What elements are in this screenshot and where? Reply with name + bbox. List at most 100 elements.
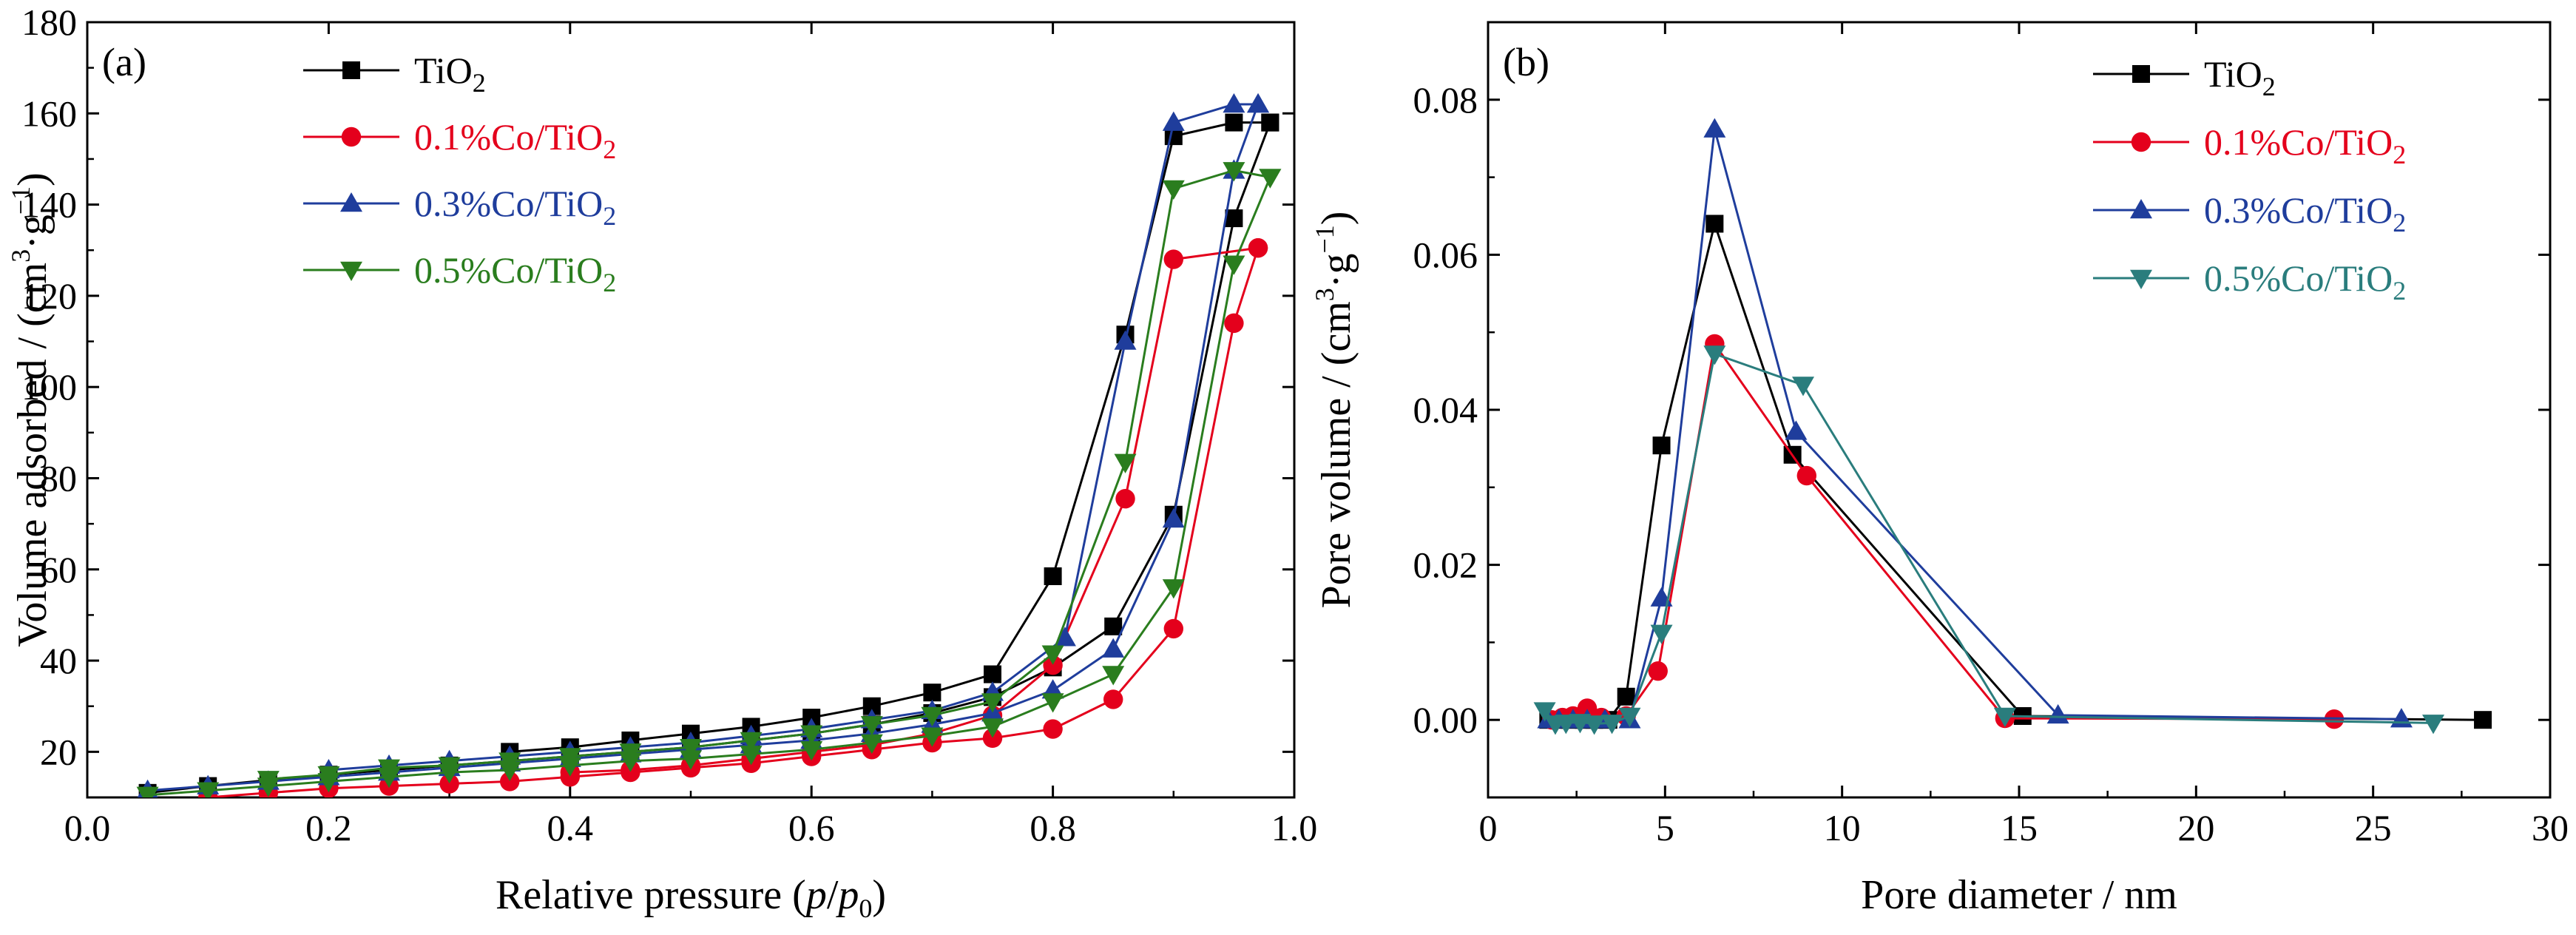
circle-marker bbox=[341, 126, 362, 147]
triangle-down-marker bbox=[498, 752, 521, 772]
legend: TiO2 0.1%Co/TiO2 0.3%Co/TiO2 0.5%Co/TiO2 bbox=[2093, 53, 2406, 306]
triangle-up-marker bbox=[2130, 199, 2152, 219]
triangle-down-marker bbox=[981, 718, 1004, 738]
triangle-up-marker bbox=[1785, 420, 1808, 440]
y-tick-label: 160 bbox=[21, 92, 77, 134]
triangle-up-marker bbox=[1223, 92, 1245, 113]
triangle-down-marker bbox=[438, 757, 461, 777]
x-tick-label: 15 bbox=[2001, 807, 2038, 848]
square-marker bbox=[1225, 209, 1243, 228]
circle-marker bbox=[2131, 132, 2151, 152]
x-tick-label: 0.8 bbox=[1030, 807, 1076, 848]
x-tick-label: 20 bbox=[2177, 807, 2214, 848]
circle-marker bbox=[1163, 249, 1184, 269]
series-4 bbox=[1533, 345, 2445, 735]
circle-marker bbox=[1043, 719, 1063, 739]
y-tick-label: 180 bbox=[21, 1, 77, 43]
panel-label: (a) bbox=[102, 40, 146, 84]
circle-marker bbox=[982, 728, 1003, 749]
legend-label: TiO2 bbox=[414, 50, 486, 98]
triangle-down-marker bbox=[921, 727, 944, 747]
triangle-down-marker bbox=[1041, 645, 1064, 665]
square-marker bbox=[2132, 65, 2150, 83]
x-tick-label: 0.4 bbox=[547, 807, 594, 848]
legend: TiO2 0.1%Co/TiO2 0.3%Co/TiO2 0.5%Co/TiO2 bbox=[303, 50, 616, 297]
triangle-up-marker bbox=[1102, 638, 1125, 658]
circle-marker bbox=[1796, 465, 1816, 486]
series-4 bbox=[136, 162, 1282, 797]
y-tick-label: 0.06 bbox=[1413, 234, 1478, 275]
triangle-down-marker bbox=[136, 786, 159, 797]
y-tick-label: 80 bbox=[40, 457, 77, 499]
circle-marker bbox=[439, 774, 459, 794]
circle-marker bbox=[1115, 489, 1135, 509]
triangle-down-marker bbox=[860, 716, 883, 736]
triangle-down-marker bbox=[1703, 345, 1726, 365]
triangle-down-marker bbox=[921, 706, 944, 727]
y-tick-label: 20 bbox=[40, 731, 77, 772]
triangle-down-marker bbox=[619, 743, 642, 763]
square-marker bbox=[1705, 215, 1724, 233]
triangle-down-marker bbox=[1650, 624, 1673, 644]
triangle-down-marker bbox=[1102, 666, 1125, 686]
triangle-down-marker bbox=[1041, 693, 1064, 713]
triangle-up-marker bbox=[340, 192, 362, 212]
y-tick-label: 120 bbox=[21, 275, 77, 317]
series-2 bbox=[1541, 334, 2345, 730]
x-tick-label: 0.0 bbox=[64, 807, 111, 848]
circle-marker bbox=[1163, 618, 1184, 639]
triangle-down-marker bbox=[197, 782, 220, 797]
square-marker bbox=[1104, 617, 1123, 635]
y-axis-title: Volume adsorbed / (cm3·g−1) bbox=[6, 172, 55, 647]
square-marker bbox=[1617, 687, 1635, 706]
panel-b-pore-size-distribution: 0 5 10 15 20 25 30 0.00 0.02 0.04 0.06 0.08 (b) Pore … bbox=[1310, 21, 2569, 918]
panel-label: (b) bbox=[1503, 40, 1549, 84]
series-3 bbox=[137, 92, 1270, 797]
x-axis-title: Relative pressure (p/p0) bbox=[496, 872, 886, 923]
legend-label: 0.5%Co/TiO2 bbox=[414, 249, 616, 297]
y-tick-label: 140 bbox=[21, 184, 77, 226]
triangle-down-marker bbox=[860, 734, 883, 755]
triangle-down-marker bbox=[740, 746, 763, 766]
triangle-down-marker bbox=[1600, 715, 1623, 735]
triangle-down-marker bbox=[257, 771, 280, 791]
series-2 bbox=[198, 237, 1268, 797]
square-marker bbox=[923, 683, 942, 702]
x-tick-label: 25 bbox=[2355, 807, 2392, 848]
circle-marker bbox=[1577, 698, 1598, 718]
triangle-down-marker bbox=[1583, 715, 1606, 735]
triangle-down-marker bbox=[680, 750, 702, 770]
x-tick-label: 10 bbox=[1824, 807, 1861, 848]
circle-marker bbox=[1248, 237, 1268, 258]
triangle-down-marker bbox=[2130, 269, 2152, 289]
legend-label: 0.5%Co/TiO2 bbox=[2204, 257, 2406, 306]
x-tick-label: 0.2 bbox=[305, 807, 352, 848]
circle-marker bbox=[1224, 313, 1244, 334]
triangle-down-marker bbox=[800, 725, 823, 745]
y-tick-label: 40 bbox=[40, 640, 77, 681]
x-tick-label: 30 bbox=[2532, 807, 2569, 848]
triangle-down-marker bbox=[800, 741, 823, 761]
y-tick-label: 0.04 bbox=[1413, 389, 1478, 431]
triangle-up-marker bbox=[2046, 703, 2069, 724]
x-tick-label: 1.0 bbox=[1271, 807, 1318, 848]
triangle-down-marker bbox=[1162, 579, 1185, 599]
square-marker bbox=[1261, 113, 1279, 132]
y-tick-label: 0.08 bbox=[1413, 79, 1478, 121]
triangle-down-marker bbox=[1114, 453, 1137, 473]
triangle-down-marker bbox=[981, 693, 1004, 713]
triangle-up-marker bbox=[1162, 111, 1185, 131]
data-layer bbox=[1533, 118, 2492, 735]
square-marker bbox=[2474, 711, 2492, 729]
x-tick-label: 0.6 bbox=[788, 807, 835, 848]
triangle-up-marker bbox=[1247, 92, 1270, 113]
triangle-down-marker bbox=[558, 748, 581, 768]
triangle-down-marker bbox=[680, 738, 702, 759]
y-tick-label: 100 bbox=[21, 366, 77, 408]
legend-label: 0.1%Co/TiO2 bbox=[414, 116, 616, 164]
triangle-down-marker bbox=[378, 759, 400, 779]
triangle-down-marker bbox=[340, 261, 362, 281]
square-marker bbox=[1652, 436, 1671, 455]
circle-marker bbox=[1103, 689, 1123, 709]
